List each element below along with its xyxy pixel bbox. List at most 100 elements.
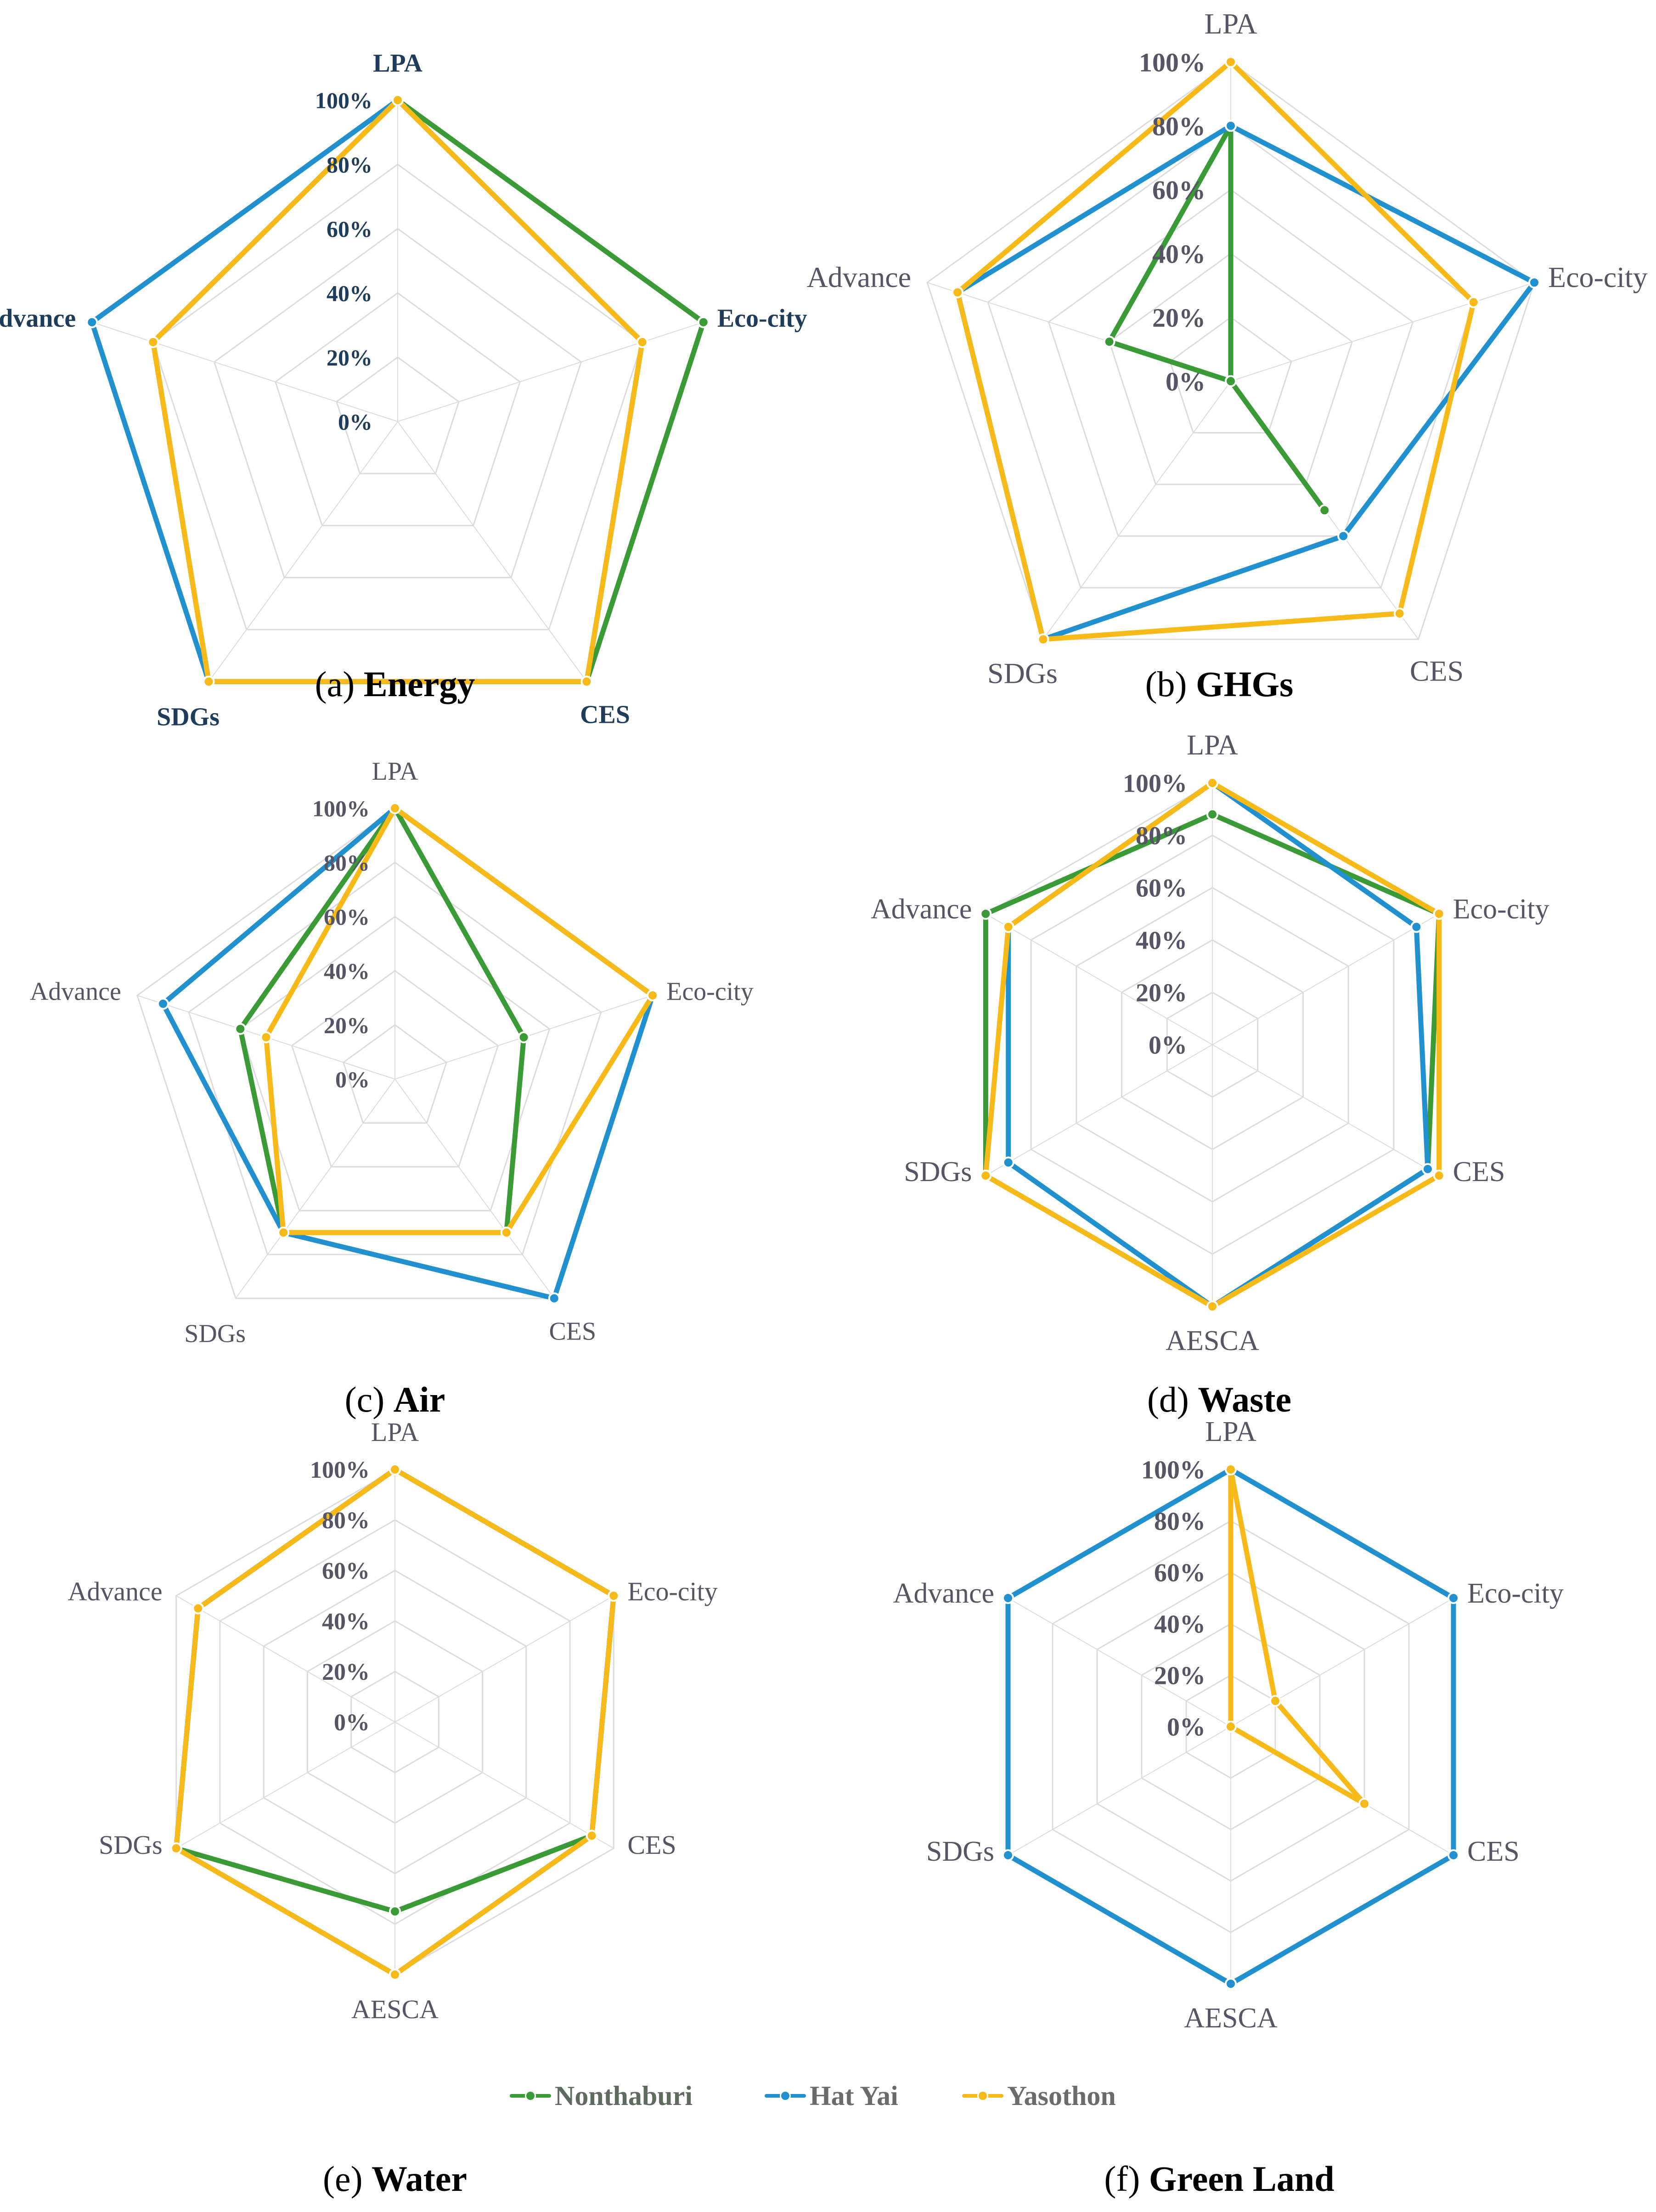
radar-chart-c: 0% 20% 40% 60% 80% 100%LPA Eco-city CES SDGs Adva… [30, 757, 754, 1348]
axis-label-sdgs: SDGs [987, 657, 1058, 689]
point-hat-yai-ces [548, 1292, 560, 1305]
spoke-sdgs [1042, 381, 1231, 640]
spoke-ces [394, 1722, 614, 1849]
point-nonthaburi-eco-city [697, 316, 710, 328]
grid-ring-80 [152, 163, 643, 630]
series-line-yasothon [150, 97, 645, 684]
point-hat-yai-aesca [1225, 1978, 1237, 1990]
radar-chart-d: 0% 20% 40% 60% 80% 100%LPA Eco-city CES AESCA SDG… [871, 730, 1549, 1356]
legend-hat-yai-label: Hat Yai [810, 2081, 898, 2111]
point-yasothon-advance [147, 336, 159, 348]
series-line-hat-yai [955, 123, 1537, 642]
tick-label-80pct: 80% [324, 850, 370, 876]
point-yasothon-lpa [1225, 1463, 1237, 1475]
point-yasothon-sdgs [203, 675, 215, 688]
tick-label-20pct: 20% [322, 1659, 370, 1685]
point-yasothon-lpa [389, 1463, 401, 1475]
point-nonthaburi-advance [1103, 336, 1115, 348]
axis-label-sdgs: SDGs [99, 1830, 163, 1860]
tick-label-0pct: 0% [334, 1710, 370, 1736]
axis-label-eco-city: Eco-city [627, 1576, 717, 1606]
caption-d: (d) Waste [875, 1379, 1564, 1420]
point-nonthaburi-aesca [389, 1905, 401, 1918]
tick-label-60pct: 60% [1154, 1559, 1205, 1587]
tick-label-100pct: 100% [310, 1457, 370, 1483]
grid-ring-40 [274, 292, 521, 527]
tick-label-20pct: 20% [324, 1013, 370, 1038]
point-yasothon-sdgs [170, 1842, 182, 1854]
tick-label-20pct: 20% [1154, 1662, 1205, 1690]
point-yasothon-advance [192, 1602, 204, 1615]
point-nonthaburi-sdgs [1225, 375, 1237, 387]
tick-label-40pct: 40% [327, 281, 372, 306]
caption-a-letter: (a) [315, 664, 355, 704]
point-yasothon-ces [500, 1227, 513, 1239]
caption-c-letter: (c) [344, 1379, 385, 1419]
tick-label-60pct: 60% [324, 904, 370, 930]
series-line-yasothon [1228, 1467, 1367, 1807]
tick-label-100pct: 100% [1139, 47, 1205, 77]
grid-ring-40 [1108, 253, 1353, 485]
point-yasothon-sdgs [980, 1170, 992, 1182]
grid-ring-100 [926, 61, 1535, 640]
radar-chart-a: 0% 20% 40% 60% 80% 100%LPA Eco-city CES SDGs Adva… [0, 49, 807, 731]
axis-label-advance: Advance [807, 261, 911, 293]
grid-ring-20 [336, 356, 460, 474]
point-nonthaburi-advance [234, 1023, 247, 1035]
spoke-sdgs [985, 1044, 1213, 1176]
point-hat-yai-ces [1447, 1849, 1459, 1861]
axis-label-ces: CES [549, 1317, 596, 1345]
axis-label-aesca: AESCA [1166, 1325, 1259, 1356]
caption-f-title: Green Land [1149, 2159, 1335, 2199]
spoke-sdgs [235, 1079, 395, 1299]
tick-label-20pct: 20% [1136, 979, 1187, 1008]
caption-e-letter: (e) [323, 2159, 363, 2199]
tick-label-80pct: 80% [1152, 111, 1205, 141]
axis-label-eco-city: Eco-city [717, 304, 807, 333]
radar-chart-f: 0% 20% 40% 60% 80% 100%LPA Eco-city CES AESCA SDG… [893, 1416, 1564, 2034]
tick-label-0pct: 0% [338, 409, 372, 435]
caption-a: (a) Energy [51, 664, 739, 705]
tick-label-0pct: 0% [1149, 1031, 1187, 1060]
point-nonthaburi-eco-city [518, 1031, 530, 1043]
point-nonthaburi-advance [980, 908, 992, 920]
axis-label-eco-city: Eco-city [666, 978, 754, 1006]
spoke-sdgs [176, 1722, 395, 1849]
point-yasothon-eco-city [647, 989, 659, 1002]
axis-label-aesca: AESCA [1184, 2003, 1277, 2034]
point-yasothon-eco-city [1467, 296, 1480, 309]
spoke-eco-city [1230, 1598, 1454, 1727]
caption-b-title: GHGs [1196, 664, 1294, 704]
series-line-hat-yai [160, 805, 655, 1301]
axis-label-eco-city: Eco-city [1467, 1578, 1564, 1609]
spoke-ces [1212, 1044, 1440, 1176]
axis-label-ces: CES [627, 1830, 676, 1860]
caption-e: (e) Water [51, 2158, 739, 2200]
point-yasothon-ces [1393, 608, 1406, 620]
caption-a-title: Energy [363, 664, 475, 704]
point-hat-yai-ces [1421, 1163, 1434, 1175]
spoke-ces [394, 1079, 555, 1299]
point-yasothon-advance [1002, 921, 1014, 933]
grid-ring-60 [1048, 189, 1414, 537]
spoke-ces [397, 421, 587, 682]
axis-label-advance: Advance [893, 1578, 994, 1609]
grid-ring-60 [239, 916, 551, 1211]
point-yasothon-lpa [1206, 777, 1218, 789]
spoke-advance [176, 1595, 395, 1722]
tick-label-20pct: 20% [327, 345, 372, 371]
axis-label-lpa: LPA [371, 1417, 419, 1447]
point-yasothon-aesca [389, 1969, 401, 1981]
tick-label-80pct: 80% [327, 152, 372, 178]
caption-f-letter: (f) [1104, 2159, 1140, 2199]
legend-nonthaburi-label: Nonthaburi [555, 2081, 693, 2111]
axis-label-advance: Advance [30, 978, 121, 1006]
caption-e-title: Water [372, 2159, 467, 2199]
tick-label-60pct: 60% [327, 216, 372, 242]
tick-label-40pct: 40% [1136, 927, 1187, 955]
spoke-eco-city [1212, 913, 1440, 1045]
axis-label-aesca: AESCA [351, 1994, 439, 2024]
grid-ring-20 [343, 1024, 447, 1124]
point-yasothon-advance [260, 1031, 272, 1043]
